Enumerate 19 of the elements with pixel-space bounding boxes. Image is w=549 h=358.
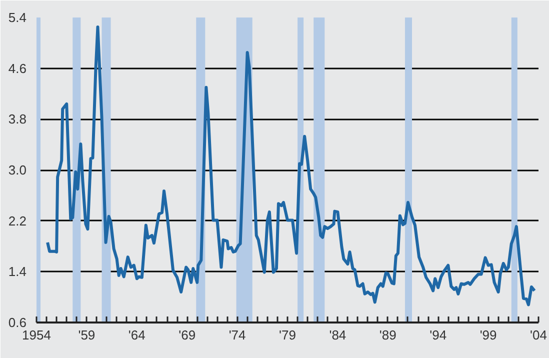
x-tick-label: '69 xyxy=(178,328,196,342)
x-tick-label: '89 xyxy=(379,328,396,342)
y-tick-label: 3.8 xyxy=(8,112,27,127)
y-tick-label: 5.4 xyxy=(8,10,27,25)
x-tick-label: '84 xyxy=(329,328,346,342)
x-tick-label: '74 xyxy=(228,328,246,342)
y-tick-label: 4.6 xyxy=(8,60,27,76)
y-tick-label: 1.4 xyxy=(8,264,27,280)
x-tick-label: '79 xyxy=(279,328,296,342)
y-tick-label: 2.2 xyxy=(8,213,27,228)
x-tick-label: 1954 xyxy=(22,328,51,342)
x-tick-label: '04 xyxy=(530,328,547,342)
line-series xyxy=(46,26,536,306)
x-tick-label: '99 xyxy=(480,328,497,342)
y-tick-label: 0.6 xyxy=(8,315,27,330)
x-tick-label: '94 xyxy=(430,328,447,342)
x-tick-label: '59 xyxy=(78,328,96,342)
x-tick-label: '64 xyxy=(128,328,146,342)
y-tick-label: 3.0 xyxy=(8,162,27,178)
